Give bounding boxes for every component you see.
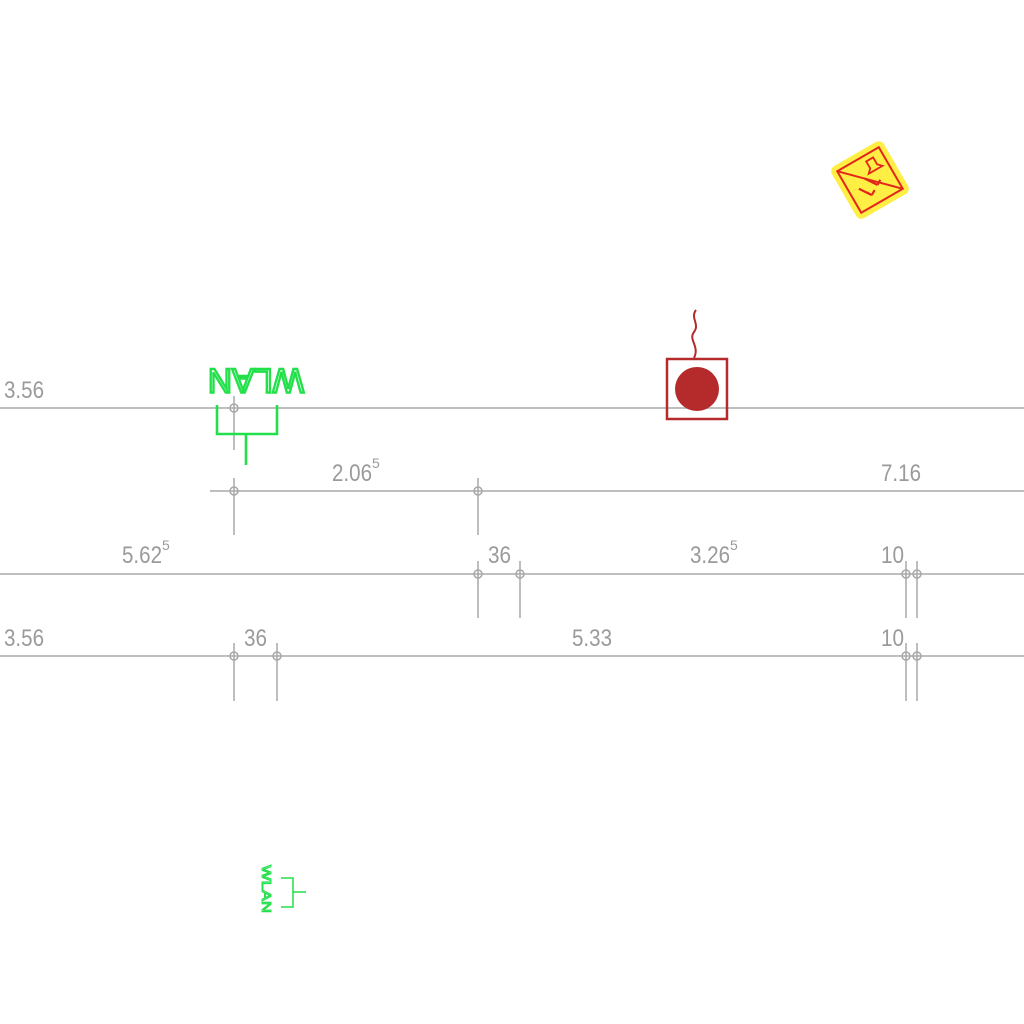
wlan-bracket: [215, 405, 279, 465]
dimension-label: 3.26: [690, 542, 730, 569]
dimension-label: 5.33: [572, 625, 612, 652]
dimension-label-superscript: 5: [162, 537, 170, 553]
dimension-node: [912, 651, 922, 661]
dimension-label-superscript: 5: [372, 455, 380, 471]
dimension-label: 3.56: [4, 377, 44, 404]
smoke-detector-icon: [665, 309, 729, 421]
sign-bell: [864, 156, 885, 176]
dimension-label: 10: [881, 625, 904, 652]
dimension-label: 36: [488, 542, 511, 569]
sign-arrow: [858, 187, 876, 197]
wlan-label: WLAN: [208, 361, 304, 399]
dimension-node: [473, 486, 483, 496]
dimension-label: 36: [244, 625, 267, 652]
dimension-node: [229, 403, 239, 413]
wlan-access-point-small-icon: WLAN: [259, 865, 306, 914]
dimension-node: [515, 569, 525, 579]
dimension-node: [912, 569, 922, 579]
dimension-label-superscript: 5: [730, 537, 738, 553]
dimension-label: 5.62: [122, 542, 162, 569]
dimension-node: [901, 569, 911, 579]
detector-disc: [675, 367, 719, 411]
dimension-lines: [0, 396, 1024, 701]
sign-diagonal: [836, 170, 904, 190]
sign-inner-border: [835, 145, 905, 215]
sign-arrow: [864, 177, 882, 186]
dimension-label: 3.56: [4, 625, 44, 652]
dimension-node: [229, 486, 239, 496]
dimension-node: [272, 651, 282, 661]
warning-sign-icon: [831, 141, 909, 219]
dimension-label: 7.16: [881, 460, 921, 487]
dimension-labels: 3.56 2.06 5 7.16 5.62 5 36 3.26 5 10 3.5…: [4, 377, 921, 652]
wlan-small-label: WLAN: [259, 865, 274, 913]
dimension-label: 2.06: [332, 460, 372, 487]
dimension-label: 10: [881, 542, 904, 569]
wlan-access-point-icon: WLAN: [207, 360, 305, 465]
smoke-wave: [691, 309, 697, 359]
dimension-node: [229, 651, 239, 661]
detector-frame: [665, 357, 729, 421]
dimension-node: [473, 569, 483, 579]
wlan-small-bracket: [281, 877, 306, 908]
dimension-node: [901, 651, 911, 661]
